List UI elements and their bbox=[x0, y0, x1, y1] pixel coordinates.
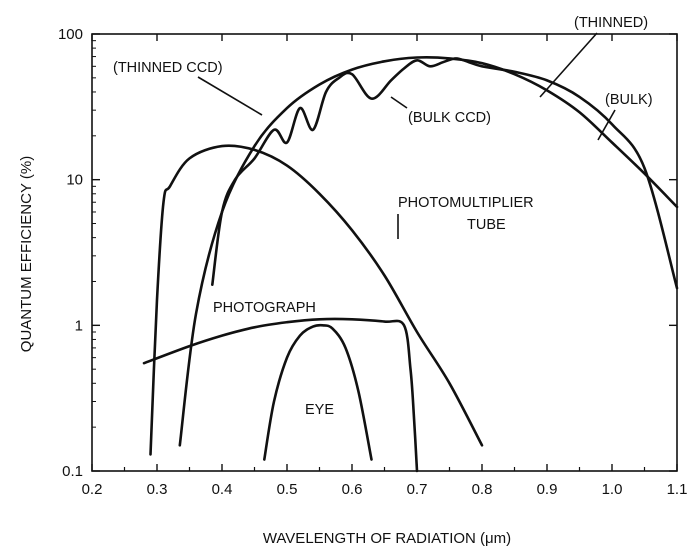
x-tick-label: 0.2 bbox=[82, 481, 103, 498]
annotation-tube: TUBE bbox=[467, 217, 506, 233]
photograph-curve bbox=[142, 317, 419, 473]
annotation-eye: EYE bbox=[305, 402, 334, 418]
x-tick-label: 0.5 bbox=[277, 481, 298, 498]
x-tick-label: 0.8 bbox=[472, 481, 493, 498]
annotation-photomultiplier: PHOTOMULTIPLIER bbox=[398, 195, 534, 211]
annotation-thinned: (THINNED) bbox=[574, 15, 648, 31]
y-tick-label: 0.1 bbox=[62, 463, 83, 480]
y-axis-label: QUANTUM EFFICIENCY (%) bbox=[18, 156, 35, 352]
x-axis-ticks: 0.2 0.3 0.4 0.5 0.6 0.7 0.8 0.9 1.0 1.1 bbox=[82, 34, 688, 498]
photomultiplier-curve bbox=[149, 144, 484, 456]
y-tick-label: 100 bbox=[58, 26, 83, 43]
x-tick-label: 0.3 bbox=[147, 481, 168, 498]
annotation-leaders bbox=[197, 32, 616, 239]
y-tick-label: 1 bbox=[75, 317, 83, 334]
plot-frame bbox=[91, 33, 678, 472]
y-tick-label: 10 bbox=[66, 172, 83, 189]
annotation-photograph: PHOTOGRAPH bbox=[213, 300, 316, 316]
x-tick-label: 0.7 bbox=[407, 481, 428, 498]
annotation-bulk: (BULK) bbox=[605, 92, 653, 108]
leader-thinned bbox=[539, 32, 598, 98]
plot-border bbox=[91, 33, 678, 472]
annotation-bulk-ccd: (BULK CCD) bbox=[408, 110, 491, 126]
leader-bulk bbox=[597, 109, 616, 141]
leader-bulk-ccd bbox=[390, 96, 408, 109]
y-axis-ticks: 0.1 1 10 100 bbox=[58, 26, 677, 480]
x-tick-label: 1.0 bbox=[602, 481, 623, 498]
x-tick-label: 1.1 bbox=[667, 481, 688, 498]
x-tick-label: 0.9 bbox=[537, 481, 558, 498]
eye-curve bbox=[263, 323, 373, 461]
leader-thinned-ccd bbox=[197, 76, 263, 116]
annotation-thinned-ccd: (THINNED CCD) bbox=[113, 60, 223, 76]
x-tick-label: 0.4 bbox=[212, 481, 233, 498]
curves bbox=[142, 55, 679, 473]
x-axis-label: WAVELENGTH OF RADIATION (μm) bbox=[263, 530, 511, 547]
bulk-ccd-curve bbox=[211, 57, 679, 290]
x-tick-label: 0.6 bbox=[342, 481, 363, 498]
